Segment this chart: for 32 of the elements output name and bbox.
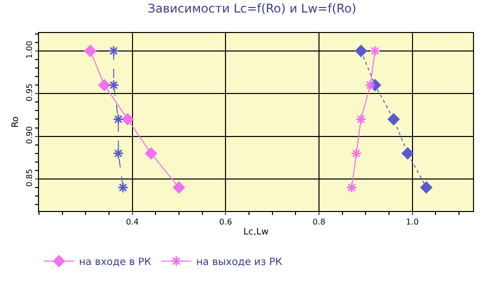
point xyxy=(112,148,124,159)
y-tick-label: 0.95 xyxy=(24,84,34,102)
point xyxy=(108,45,120,56)
y-tick-label: 0.85 xyxy=(24,168,34,187)
point xyxy=(98,79,110,92)
x-axis-title: Lc,Lw xyxy=(243,227,269,238)
y-tick-label: 0.90 xyxy=(24,126,34,144)
point xyxy=(369,45,381,56)
y-tick-label: 1.00 xyxy=(24,40,34,59)
point xyxy=(84,44,96,57)
point xyxy=(145,147,157,160)
point xyxy=(350,148,362,159)
legend-label: на выходе из РК xyxy=(196,257,282,268)
point xyxy=(402,147,414,160)
point xyxy=(122,113,134,126)
x-tick-label: 1.0 xyxy=(406,218,419,227)
point xyxy=(346,182,358,194)
point xyxy=(173,182,185,194)
y-axis-title: Ro xyxy=(11,116,22,128)
point xyxy=(388,113,400,126)
point xyxy=(420,182,432,194)
x-tick-label: 0.4 xyxy=(126,218,139,227)
point xyxy=(355,44,367,57)
point xyxy=(112,114,124,125)
point xyxy=(108,80,120,91)
x-tick-label: 0.8 xyxy=(312,218,326,227)
point xyxy=(364,80,376,91)
point xyxy=(355,114,367,125)
x-tick-label: 0.6 xyxy=(219,218,232,227)
chart-title: Зависимости Lc=f(Ro) и Lw=f(Ro) xyxy=(148,2,356,16)
legend-label: на входе в РК xyxy=(79,257,152,268)
point xyxy=(117,182,129,194)
